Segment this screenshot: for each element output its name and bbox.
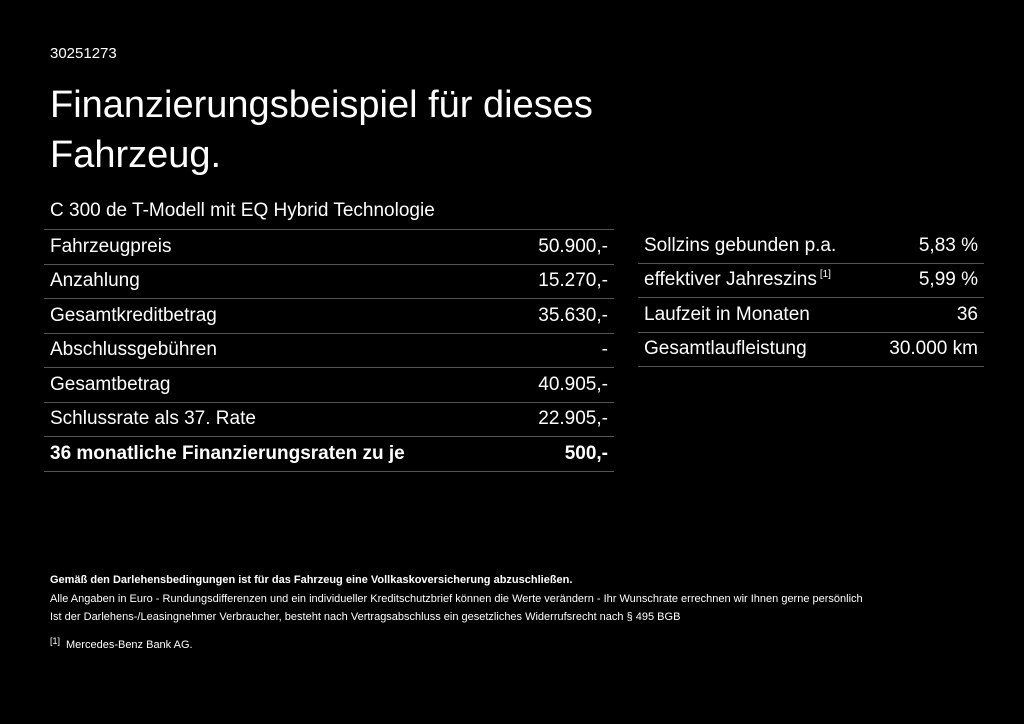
table-row: 36 monatliche Finanzierungsraten zu je 50…	[44, 437, 614, 472]
row-label: Laufzeit in Monaten	[644, 304, 810, 326]
terms-table: Sollzins gebunden p.a. 5,83 % effektiver J…	[638, 229, 984, 367]
table-row: Gesamtkreditbetrag 35.630,-	[44, 299, 614, 334]
table-row: Schlussrate als 37. Rate 22.905,-	[44, 403, 614, 437]
table-row: Sollzins gebunden p.a. 5,83 %	[638, 229, 984, 264]
row-value: 22.905,-	[538, 408, 608, 430]
row-label: Gesamtlaufleistung	[644, 338, 807, 360]
row-label: Sollzins gebunden p.a.	[644, 235, 836, 257]
footnote-marker: [1]	[50, 635, 61, 646]
row-value: 15.270,-	[538, 270, 608, 292]
note-line: Ist der Darlehens-/Leasingnehmer Verbrau…	[50, 611, 681, 623]
title: Finanzierungsbeispiel für dieses Fahrzeu…	[50, 84, 593, 176]
table-row: Gesamtlaufleistung 30.000 km	[638, 333, 984, 367]
footnote: [1] Mercedes-Benz Bank AG.	[50, 632, 863, 655]
table-row: effektiver Jahreszins [1] 5,99 %	[638, 264, 984, 298]
table-row: Abschlussgebühren -	[44, 334, 614, 368]
row-value: 36	[956, 303, 978, 325]
table-row: Gesamtbetrag 40.905,-	[44, 368, 614, 403]
financing-table: Fahrzeugpreis 50.900,- Anzahlung 15.270,- Ge…	[44, 229, 614, 472]
row-label: Abschlussgebühren	[50, 339, 217, 361]
row-label: Fahrzeugpreis	[50, 235, 172, 257]
footnote-text: Mercedes-Benz Bank AG.	[66, 638, 193, 651]
row-value: 35.630,-	[538, 304, 608, 326]
note-line: Alle Angaben in Euro - Rundungsdifferenz…	[50, 592, 863, 605]
row-label-text: Sollzins gebunden p.a.	[644, 234, 837, 256]
row-value: 5,83 %	[918, 234, 978, 256]
row-label-text: Laufzeit in Monaten	[644, 303, 810, 325]
notes: Gemäß den Darlehensbedingungen ist für d…	[50, 571, 863, 654]
document-id: 30251273	[50, 45, 117, 62]
row-label: Gesamtbetrag	[50, 373, 171, 395]
row-label: 36 monatliche Finanzierungsraten zu je	[50, 442, 405, 464]
row-value: 5,99 %	[918, 269, 978, 291]
note-bold: Gemäß den Darlehensbedingungen ist für d…	[50, 574, 573, 586]
table-row: Fahrzeugpreis 50.900,-	[44, 230, 614, 265]
model-name: C 300 de T-Modell mit EQ Hybrid Technolo…	[50, 200, 435, 221]
row-label: effektiver Jahreszins [1]	[644, 269, 831, 291]
footnote-ref: [1]	[819, 269, 831, 281]
row-label: Anzahlung	[50, 270, 140, 292]
row-label: Schlussrate als 37. Rate	[50, 408, 256, 430]
row-value: 40.905,-	[538, 373, 608, 395]
row-label-text: Gesamtlaufleistung	[644, 338, 807, 360]
row-value: 30.000 km	[889, 338, 978, 360]
row-label: Gesamtkreditbetrag	[50, 304, 217, 326]
row-value: 50.900,-	[538, 235, 608, 257]
table-row: Laufzeit in Monaten 36	[638, 298, 984, 333]
table-row: Anzahlung 15.270,-	[44, 265, 614, 299]
row-label-text: effektiver Jahreszins	[644, 269, 817, 291]
row-value: -	[601, 339, 608, 361]
row-value: 500,-	[564, 442, 608, 464]
